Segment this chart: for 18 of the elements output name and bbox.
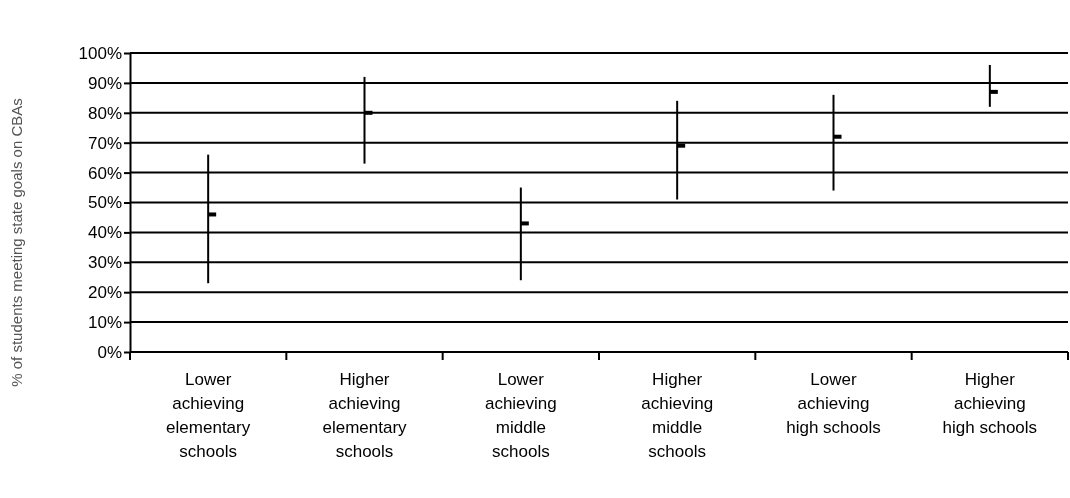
- x-tick-label: Lower achieving elementary schools: [166, 370, 251, 461]
- y-tick-label: 50%: [87, 193, 122, 213]
- y-tick-label: 60%: [87, 163, 122, 183]
- y-axis-title: % of students meeting state goals on CBAs: [8, 98, 25, 387]
- y-tick-label: 80%: [87, 103, 122, 123]
- y-tick-label: 10%: [87, 313, 122, 333]
- y-tick-label: 40%: [87, 223, 122, 243]
- y-tick-label: 30%: [87, 253, 122, 273]
- y-tick-label: 90%: [87, 73, 122, 93]
- x-tick-label: Higher achieving middle schools: [641, 370, 714, 461]
- y-tick-label: 70%: [87, 133, 122, 153]
- x-tick-label: Higher achieving high schools: [942, 370, 1038, 437]
- y-tick-label: 0%: [97, 342, 122, 362]
- x-tick-label: Higher achieving elementary schools: [322, 370, 408, 461]
- y-tick-label: 20%: [87, 283, 122, 303]
- x-tick-label: Lower achieving high schools: [786, 370, 881, 437]
- x-tick-label: Lower achieving middle schools: [484, 370, 557, 461]
- y-tick-label: 100%: [78, 43, 122, 63]
